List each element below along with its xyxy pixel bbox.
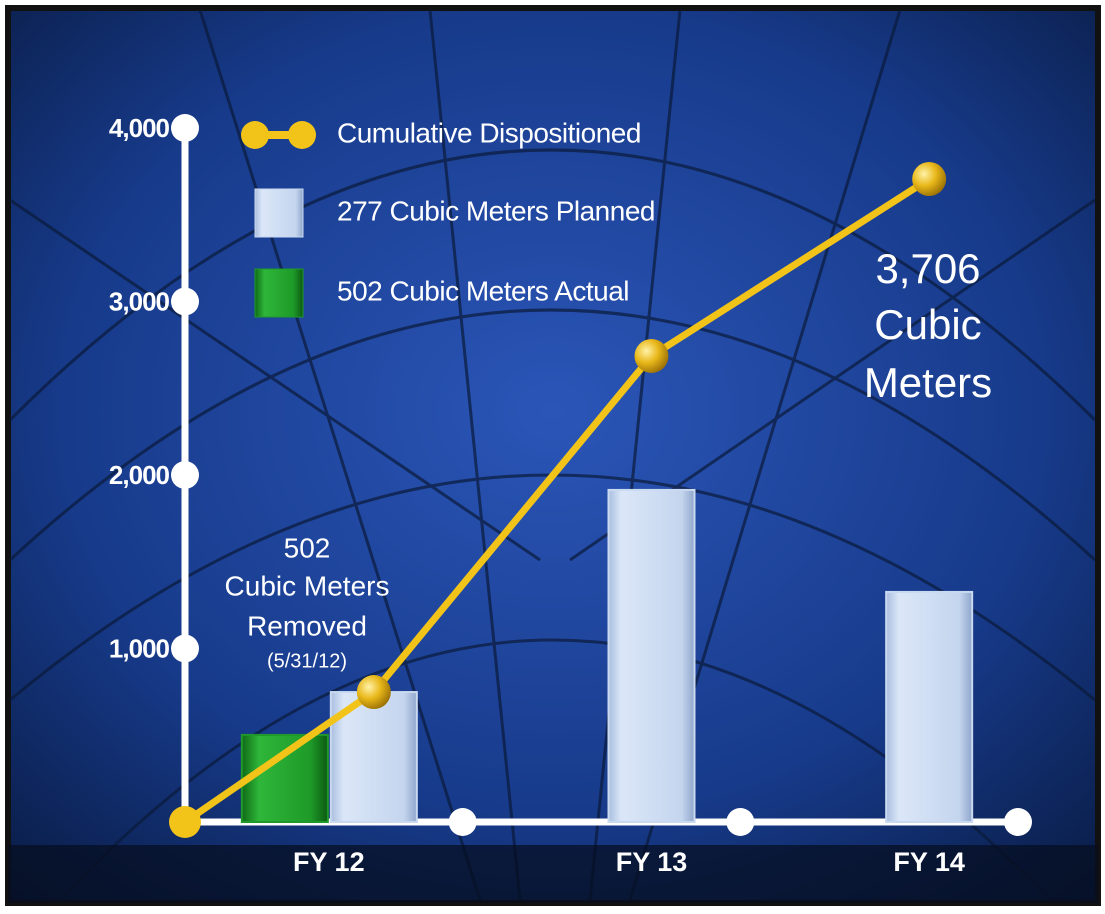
legend-dot (288, 121, 316, 149)
y-tick (171, 461, 199, 489)
x-axis-dot (448, 808, 477, 836)
line-point (912, 162, 947, 197)
line-point (356, 675, 391, 710)
annotation: (5/31/12) (267, 650, 347, 672)
annotation: 3,706 (875, 245, 980, 292)
y-tick-label: 4,000 (109, 113, 170, 143)
y-tick-label: 2,000 (109, 460, 170, 490)
legend-label: Cumulative Dispositioned (337, 117, 641, 148)
x-tick-label: FY 12 (293, 847, 365, 877)
legend-label: 277 Cubic Meters Planned (337, 195, 655, 226)
bar (607, 488, 696, 823)
legend-swatch (254, 188, 304, 238)
floor (8, 845, 1098, 903)
x-axis-dot (1004, 808, 1032, 836)
annotation: Cubic Meters (225, 570, 390, 601)
annotation: Cubic (874, 301, 981, 348)
bar (240, 733, 329, 824)
y-tick (171, 114, 199, 142)
y-tick-label: 3,000 (109, 286, 170, 316)
y-tick (171, 287, 199, 316)
legend-label: 502 Cubic Meters Actual (337, 275, 629, 306)
annotation: 502 (284, 532, 331, 563)
legend-swatch (254, 268, 304, 318)
annotation: Removed (247, 610, 367, 641)
line-point (634, 338, 669, 373)
y-tick (171, 634, 199, 663)
legend-dot (241, 121, 269, 149)
y-tick-label: 1,000 (109, 633, 170, 663)
bar (885, 590, 974, 824)
line-lead (183, 689, 376, 825)
x-axis-dot (726, 808, 755, 836)
x-tick-label: FY 14 (893, 847, 965, 877)
hangar-frame (8, 9, 1097, 902)
annotation: Meters (864, 359, 992, 406)
x-tick-label: FY 13 (616, 847, 688, 877)
origin-dot (169, 806, 201, 838)
